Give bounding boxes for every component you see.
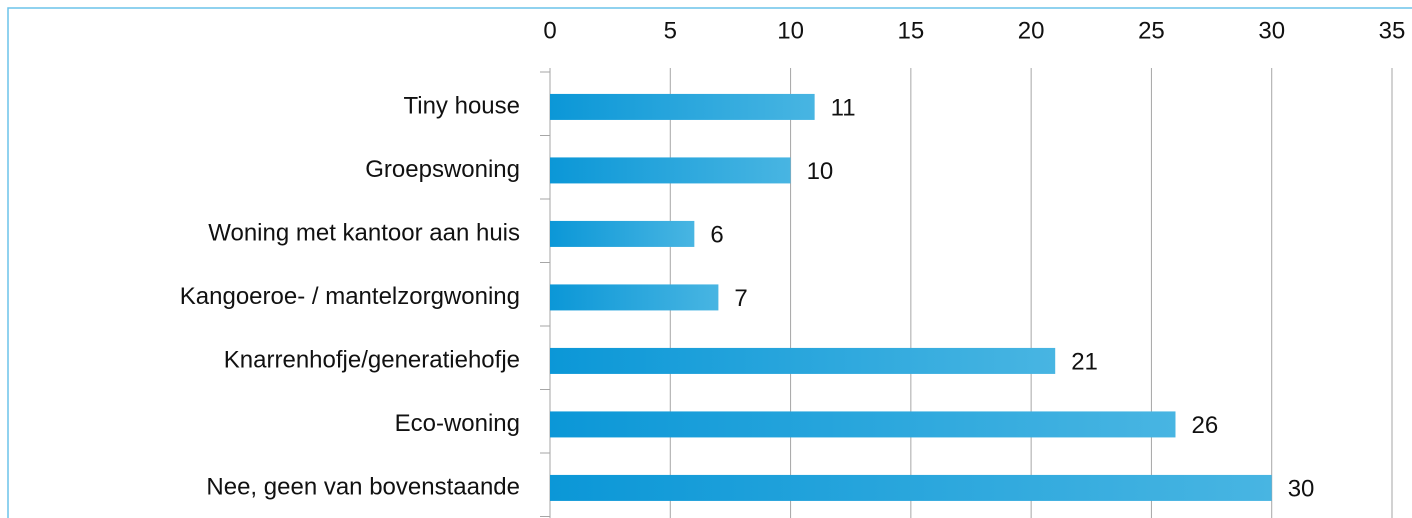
x-tick-label: 15 [898, 17, 925, 44]
data-label: 10 [807, 158, 834, 185]
x-tick-label: 30 [1258, 17, 1285, 44]
data-label: 7 [734, 285, 747, 312]
y-tick-label: Woning met kantoor aan huis [208, 219, 520, 246]
bar [550, 347, 1056, 374]
x-tick-label: 25 [1138, 17, 1165, 44]
bar [550, 93, 815, 120]
bar [550, 157, 791, 184]
y-tick-label: Kangoeroe- / mantelzorgwoning [180, 283, 520, 310]
data-label: 30 [1288, 475, 1315, 502]
bar [550, 474, 1272, 501]
y-tick-label: Knarrenhofje/generatiehofje [224, 346, 520, 373]
bar [550, 411, 1176, 438]
y-tick-label: Groepswoning [365, 156, 520, 183]
x-tick-label: 35 [1379, 17, 1406, 44]
x-tick-label: 5 [664, 17, 677, 44]
y-tick-label: Nee, geen van bovenstaande [206, 473, 520, 500]
x-tick-label: 0 [543, 17, 556, 44]
y-tick-label: Tiny house [403, 92, 520, 119]
data-label: 26 [1191, 412, 1218, 439]
data-label: 21 [1071, 348, 1098, 375]
x-tick-label: 10 [777, 17, 804, 44]
y-tick-label: Eco-woning [395, 410, 520, 437]
data-label: 6 [710, 221, 723, 248]
bar [550, 220, 695, 247]
frame [7, 7, 1412, 518]
data-label: 11 [831, 94, 856, 121]
x-tick-label: 20 [1018, 17, 1045, 44]
bar [550, 284, 719, 311]
